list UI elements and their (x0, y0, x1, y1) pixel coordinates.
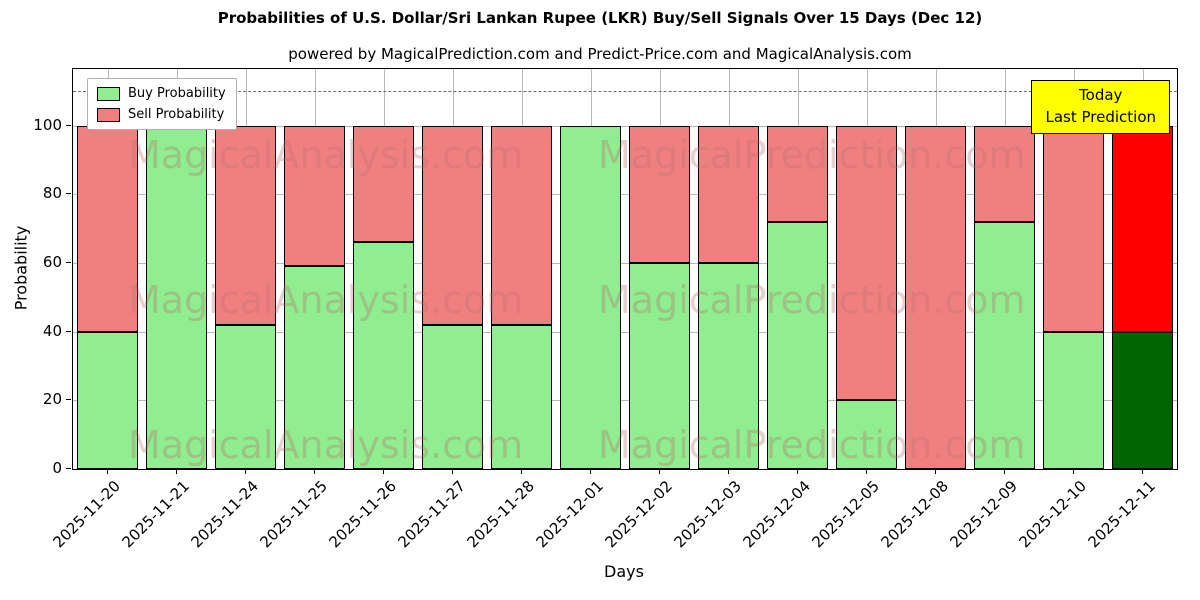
x-tick-label: 2025-12-11 (1084, 477, 1160, 552)
x-tick-label: 2025-12-04 (739, 477, 815, 552)
x-tickmark (658, 469, 660, 474)
sell-bar-segment (491, 125, 552, 325)
x-axis-label: Days (604, 562, 644, 581)
y-axis-label: Probability (11, 225, 31, 311)
x-tickmark (727, 469, 729, 474)
buy-bar-segment (353, 242, 414, 469)
h-gridline (73, 125, 1177, 127)
buy-bar-segment (491, 324, 552, 469)
buy-bar-segment (1112, 331, 1173, 469)
x-tick-label: 2025-11-28 (463, 477, 539, 552)
y-tick-label: 60 (42, 252, 62, 271)
today-annotation-line2: Last Prediction (1045, 107, 1156, 126)
sell-bar-segment (422, 125, 483, 325)
x-tick-label: 2025-11-25 (256, 477, 332, 552)
y-tickmark (66, 468, 71, 469)
threshold-dashed-line (73, 91, 1177, 93)
buy-bar-segment (767, 221, 828, 469)
sell-bar-segment (215, 125, 276, 325)
x-tickmark (1072, 469, 1074, 474)
x-tick-label: 2025-12-08 (877, 477, 953, 552)
x-tickmark (451, 469, 453, 474)
x-tickmark (244, 469, 246, 474)
buy-bar-segment (1043, 331, 1104, 469)
y-tick-label: 0 (52, 459, 62, 477)
x-tick-label: 2025-12-05 (808, 477, 884, 552)
sell-bar-segment (1112, 125, 1173, 332)
y-tick-label: 100 (33, 115, 62, 134)
x-tick-label: 2025-12-02 (601, 477, 677, 552)
x-tick-label: 2025-12-10 (1015, 477, 1091, 552)
x-tick-label: 2025-12-01 (532, 477, 608, 552)
legend-item-buy: Buy Probability (97, 86, 226, 101)
x-tickmark (934, 469, 936, 474)
x-tick-label: 2025-11-26 (325, 477, 401, 552)
x-tickmark (796, 469, 798, 474)
sell-bar-segment (284, 125, 345, 267)
sell-bar-segment (698, 125, 759, 263)
y-tick-label: 40 (42, 321, 62, 340)
buy-bar-segment (215, 324, 276, 469)
buy-color-swatch (97, 86, 120, 101)
y-tick-label: 80 (42, 184, 62, 203)
sell-bar-segment (629, 125, 690, 263)
chart-title: Probabilities of U.S. Dollar/Sri Lankan … (217, 9, 983, 27)
buy-bar-segment (974, 221, 1035, 469)
x-tickmark (175, 469, 177, 474)
sell-bar-segment (836, 125, 897, 401)
sell-bar-segment (353, 125, 414, 243)
h-gridline (73, 400, 1177, 402)
x-tick-label: 2025-12-09 (946, 477, 1022, 552)
sell-bar-segment (767, 125, 828, 222)
buy-bar-segment (284, 266, 345, 469)
buy-bar-segment (77, 331, 138, 469)
x-tick-label: 2025-11-24 (187, 477, 263, 552)
h-gridline (73, 262, 1177, 264)
sell-bar-segment (974, 125, 1035, 222)
x-tick-label: 2025-11-27 (394, 477, 470, 552)
today-annotation-line1: Today (1079, 86, 1123, 104)
legend-item-sell: Sell Probability (97, 107, 226, 122)
sell-bar-segment (77, 125, 138, 332)
sell-bar-segment (1043, 125, 1104, 332)
x-tick-label: 2025-11-21 (118, 477, 194, 552)
bars-layer (73, 69, 1177, 469)
x-tickmark (1141, 469, 1143, 474)
legend-label-buy: Buy Probability (128, 86, 226, 101)
legend-label-sell: Sell Probability (128, 107, 225, 122)
y-tickmark (66, 193, 71, 195)
sell-bar-segment (905, 125, 966, 469)
y-tickmark (66, 399, 71, 401)
x-tickmark (589, 469, 591, 474)
x-tick-label: 2025-12-03 (670, 477, 746, 552)
x-tickmark (1003, 469, 1005, 474)
h-gridline (73, 331, 1177, 333)
y-tick-label: 20 (42, 390, 62, 409)
x-tickmark (313, 469, 315, 474)
x-tickmark (520, 469, 522, 474)
buy-bar-segment (698, 263, 759, 469)
x-tick-label: 2025-11-20 (49, 477, 125, 552)
sell-color-swatch (97, 107, 120, 122)
y-tickmark (66, 124, 71, 126)
x-tickmark (106, 469, 108, 474)
x-tickmark (382, 469, 384, 474)
legend: Buy Probability Sell Probability (87, 78, 237, 130)
chart-subtitle: powered by MagicalPrediction.com and Pre… (288, 45, 912, 63)
today-annotation: Today Last Prediction (1031, 80, 1170, 134)
h-gridline (73, 194, 1177, 196)
buy-bar-segment (836, 400, 897, 469)
plot-area: MagicalAnalysis.com MagicalPrediction.com… (72, 68, 1178, 470)
x-tickmark (865, 469, 867, 474)
buy-bar-segment (560, 125, 621, 469)
buy-bar-segment (629, 263, 690, 469)
y-tickmark (66, 330, 71, 332)
buy-bar-segment (422, 324, 483, 469)
buy-bar-segment (146, 125, 207, 469)
y-tickmark (66, 261, 71, 263)
